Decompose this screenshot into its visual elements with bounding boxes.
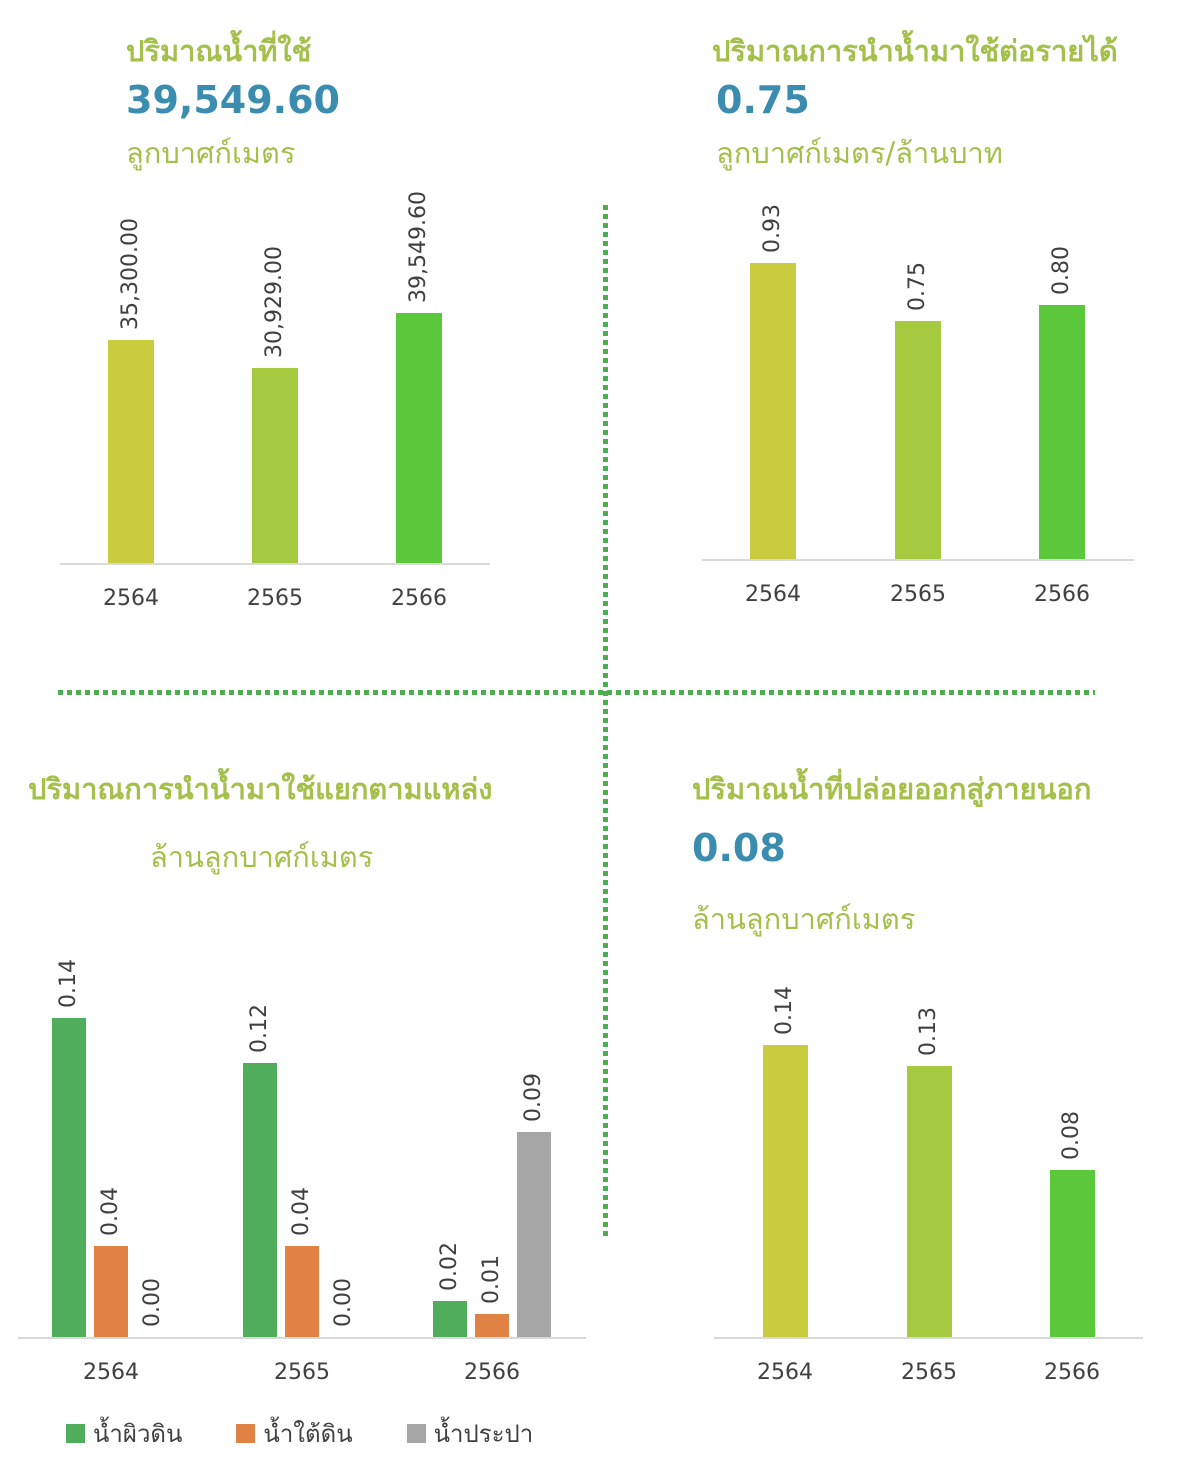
bar	[750, 263, 796, 559]
legend-label: น้ำใต้ดิน	[263, 1420, 353, 1448]
legend-item-ground: น้ำใต้ดิน	[236, 1414, 353, 1453]
legend-item-surface: น้ำผิวดิน	[66, 1414, 182, 1453]
legend-swatch	[406, 1424, 426, 1443]
bar	[895, 320, 941, 559]
panel-unit-water-per-revenue: ลูกบาศก์เมตร/ล้านบาท	[716, 136, 1003, 170]
chart-legend: น้ำผิวดิน น้ำใต้ดิน น้ำประปา	[66, 1414, 587, 1453]
data-label: 39,549.60	[406, 191, 431, 304]
bar	[906, 1065, 952, 1337]
x-tick-label: 2564	[757, 1360, 813, 1385]
panel-value-water-per-revenue: 0.75	[716, 78, 810, 122]
x-tick-label: 2566	[1034, 582, 1090, 607]
bar	[94, 1245, 128, 1337]
panel-title-water-per-revenue: ปริมาณการนำน้ำมาใช้ต่อรายได้	[712, 34, 1118, 68]
bar	[285, 1245, 319, 1337]
x-tick-label: 2565	[247, 586, 303, 611]
bar	[1049, 1170, 1095, 1337]
bar	[52, 1017, 86, 1337]
x-tick-label: 2564	[103, 586, 159, 611]
bar	[475, 1314, 509, 1337]
panel-title-water-discharged: ปริมาณน้ำที่ปล่อยออกสู่ภายนอก	[692, 772, 1092, 806]
data-label: 0.04	[98, 1186, 123, 1236]
legend-label: น้ำผิวดิน	[93, 1420, 183, 1448]
panel-unit-water-by-source: ล้านลูกบาศก์เมตร	[150, 840, 374, 874]
x-tick-label: 2564	[745, 582, 801, 607]
data-label: 35,300.00	[118, 218, 143, 330]
data-label: 0.93	[760, 204, 785, 254]
data-label: 0.75	[905, 261, 930, 311]
panel-value-water-used: 39,549.60	[126, 78, 340, 122]
data-label: 0.80	[1049, 245, 1074, 295]
vertical-divider	[603, 205, 608, 1240]
data-label: 0.08	[1059, 1111, 1084, 1161]
legend-item-tap: น้ำประปา	[406, 1414, 534, 1453]
data-label: 0.14	[56, 958, 81, 1008]
x-tick-label: 2566	[1044, 1360, 1100, 1385]
data-label: 0.13	[916, 1006, 941, 1056]
x-tick-label: 2566	[391, 586, 447, 611]
x-axis-line	[702, 559, 1134, 561]
x-tick-label: 2564	[83, 1360, 139, 1385]
panel-unit-water-discharged: ล้านลูกบาศก์เมตร	[692, 902, 916, 936]
panel-value-water-discharged: 0.08	[692, 826, 786, 870]
bar	[517, 1131, 551, 1337]
legend-swatch	[66, 1424, 85, 1443]
data-label: 0.02	[437, 1241, 462, 1291]
horizontal-divider	[58, 690, 1095, 695]
bar	[1039, 304, 1085, 559]
data-label: 0.00	[140, 1278, 165, 1327]
x-tick-label: 2565	[274, 1360, 330, 1385]
x-axis-line	[18, 1337, 586, 1339]
data-label: 0.04	[289, 1186, 314, 1236]
panel-unit-water-used: ลูกบาศก์เมตร	[126, 136, 296, 170]
data-label: 0.14	[772, 986, 797, 1036]
panel-title-water-used: ปริมาณน้ำที่ใช้	[126, 34, 312, 68]
data-label: 30,929.00	[262, 245, 287, 358]
legend-label: น้ำประปา	[433, 1420, 534, 1448]
bar	[252, 367, 298, 563]
x-axis-line	[714, 1337, 1143, 1339]
data-label: 0.00	[331, 1278, 356, 1327]
panel-title-water-by-source: ปริมาณการนำน้ำมาใช้แยกตามแหล่ง	[28, 772, 493, 806]
legend-swatch	[236, 1424, 256, 1443]
x-tick-label: 2566	[464, 1360, 520, 1385]
bar	[108, 340, 154, 563]
bar	[433, 1300, 467, 1337]
bar	[396, 313, 442, 563]
bar	[762, 1045, 808, 1337]
data-label: 0.12	[247, 1004, 272, 1054]
x-tick-label: 2565	[890, 582, 946, 607]
data-label: 0.01	[479, 1255, 504, 1305]
data-label: 0.09	[521, 1072, 546, 1122]
bar	[243, 1063, 277, 1337]
x-tick-label: 2565	[901, 1360, 957, 1385]
x-axis-line	[60, 563, 490, 565]
